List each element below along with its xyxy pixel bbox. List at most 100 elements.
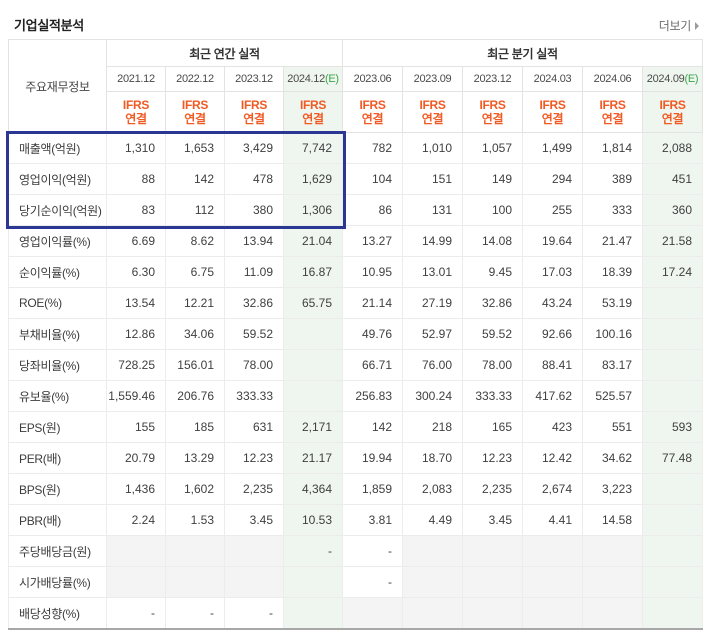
value-cell: 86 [342, 194, 404, 226]
value-cell: 360 [642, 194, 704, 226]
estimate-mark: (E) [684, 73, 699, 85]
value-cell [106, 535, 166, 567]
value-cell [402, 535, 464, 567]
value-cell: 11.09 [224, 256, 284, 288]
row-label: EPS(원) [8, 411, 107, 443]
value-cell: 300.24 [402, 380, 464, 412]
value-cell: 10.95 [342, 256, 404, 288]
value-cell: 14.08 [462, 225, 524, 257]
value-cell: 1,306 [282, 194, 344, 226]
value-cell [582, 597, 644, 630]
value-cell: 12.86 [106, 318, 166, 350]
value-cell [342, 597, 404, 630]
value-cell: 149 [462, 163, 524, 195]
value-cell: 206.76 [165, 380, 225, 412]
row-label: 시가배당률(%) [8, 566, 107, 598]
value-cell: 423 [522, 411, 584, 443]
page-title: 기업실적분석 [14, 18, 84, 33]
table-row: 영업이익률(%) 6.69 8.62 13.94 21.04 13.27 14.99 14.0… [8, 225, 704, 257]
value-cell: 131 [402, 194, 464, 226]
more-link[interactable]: 더보기 [659, 17, 699, 34]
value-cell: 83.17 [582, 349, 644, 381]
more-label: 더보기 [658, 19, 692, 33]
value-cell: - [165, 597, 225, 630]
value-cell: 185 [165, 411, 225, 443]
section-header: 최근 연간 실적 [105, 39, 344, 67]
value-cell: 525.57 [582, 380, 644, 412]
value-cell: 1,814 [582, 132, 644, 164]
row-label: 주당배당금(원) [8, 535, 107, 567]
value-cell: 4,364 [282, 473, 344, 505]
value-cell [582, 535, 644, 567]
value-cell: 13.54 [106, 287, 166, 319]
row-label: PER(배) [8, 442, 107, 474]
value-cell: 77.48 [642, 442, 704, 474]
value-cell [282, 597, 344, 630]
value-cell: 1,629 [282, 163, 344, 195]
value-cell: 52.97 [402, 318, 464, 350]
value-cell: 478 [224, 163, 284, 195]
value-cell: 2,235 [224, 473, 284, 505]
value-cell: 53.19 [582, 287, 644, 319]
value-cell: 2,171 [282, 411, 344, 443]
value-cell: 9.45 [462, 256, 524, 288]
row-label: 매출액(억원) [8, 132, 107, 164]
value-cell: 27.19 [402, 287, 464, 319]
value-cell: 112 [165, 194, 225, 226]
value-cell: 1,057 [462, 132, 524, 164]
value-cell: 6.75 [165, 256, 225, 288]
value-cell [462, 597, 524, 630]
value-cell: - [342, 566, 404, 598]
value-cell: 2,235 [462, 473, 524, 505]
table-row: 유보율(%) 1,559.46 206.76 333.33 256.83 300.24 33… [8, 380, 704, 412]
value-cell: 1,436 [106, 473, 166, 505]
value-cell: 21.58 [642, 225, 704, 257]
value-cell: 333 [582, 194, 644, 226]
table-row: PER(배) 20.79 13.29 12.23 21.17 19.94 18.70 12.2… [8, 442, 704, 474]
value-cell: - [224, 597, 284, 630]
value-cell: 4.49 [402, 504, 464, 536]
value-cell [522, 597, 584, 630]
period-header: 2024.06 [582, 66, 644, 92]
value-cell: 65.75 [282, 287, 344, 319]
value-cell: 551 [582, 411, 644, 443]
value-cell: 1,602 [165, 473, 225, 505]
value-cell: 16.87 [282, 256, 344, 288]
value-cell: 78.00 [224, 349, 284, 381]
value-cell [642, 380, 704, 412]
value-cell [642, 504, 704, 536]
value-cell: 13.29 [165, 442, 225, 474]
value-cell: 49.76 [342, 318, 404, 350]
period-header: 2023.06 [342, 66, 404, 92]
value-cell: 104 [342, 163, 404, 195]
section-header-bar: 기업실적분석 더보기 [8, 12, 702, 39]
value-cell: 14.58 [582, 504, 644, 536]
value-cell: 92.66 [522, 318, 584, 350]
value-cell: 13.94 [224, 225, 284, 257]
period-header: 2022.12 [165, 66, 225, 92]
value-cell: 1,559.46 [106, 380, 166, 412]
value-cell [462, 535, 524, 567]
value-cell: 21.04 [282, 225, 344, 257]
value-cell: 21.14 [342, 287, 404, 319]
standard-header: IFRS 연결 [462, 91, 524, 133]
value-cell [402, 597, 464, 630]
standard-header: IFRS 연결 [106, 91, 166, 133]
row-label: BPS(원) [8, 473, 107, 505]
value-cell: 1.53 [165, 504, 225, 536]
value-cell [582, 566, 644, 598]
value-cell: 3.45 [224, 504, 284, 536]
value-cell: 1,499 [522, 132, 584, 164]
value-cell: 380 [224, 194, 284, 226]
value-cell: 14.99 [402, 225, 464, 257]
value-cell: 417.62 [522, 380, 584, 412]
value-cell [224, 535, 284, 567]
value-cell: 7,742 [282, 132, 344, 164]
standard-header: IFRS 연결 [522, 91, 584, 133]
row-label: 유보율(%) [8, 380, 107, 412]
period-header: 2023.12 [462, 66, 524, 92]
value-cell: 18.39 [582, 256, 644, 288]
table-row: EPS(원) 155 185 631 2,171 142 218 165 423 551 593 [8, 411, 704, 443]
value-cell: 19.64 [522, 225, 584, 257]
value-cell: 34.06 [165, 318, 225, 350]
